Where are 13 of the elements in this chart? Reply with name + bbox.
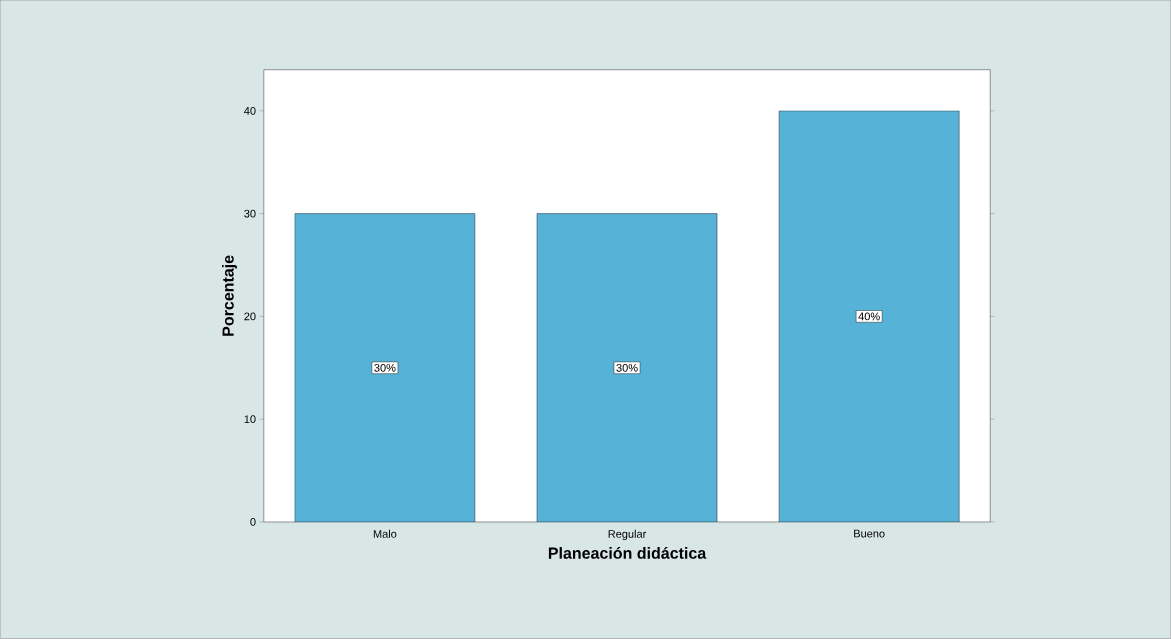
y-tick-label: 20	[244, 312, 256, 321]
data-label: 30%	[374, 364, 396, 372]
y-tick-label: 0	[250, 518, 256, 526]
y-tick-label: 40	[244, 107, 256, 115]
x-tick-label: Bueno	[854, 529, 885, 538]
data-label: 30%	[616, 364, 638, 372]
y-tick-label: 10	[244, 415, 256, 424]
y-tick-label: 30	[244, 209, 256, 218]
y-axis-title: Porcentaje	[222, 255, 237, 336]
data-label: 40%	[858, 312, 880, 321]
x-tick-label: Malo	[373, 529, 397, 538]
x-axis-title: Planeación didáctica	[548, 547, 707, 559]
x-tick-label: Regular	[608, 529, 647, 541]
